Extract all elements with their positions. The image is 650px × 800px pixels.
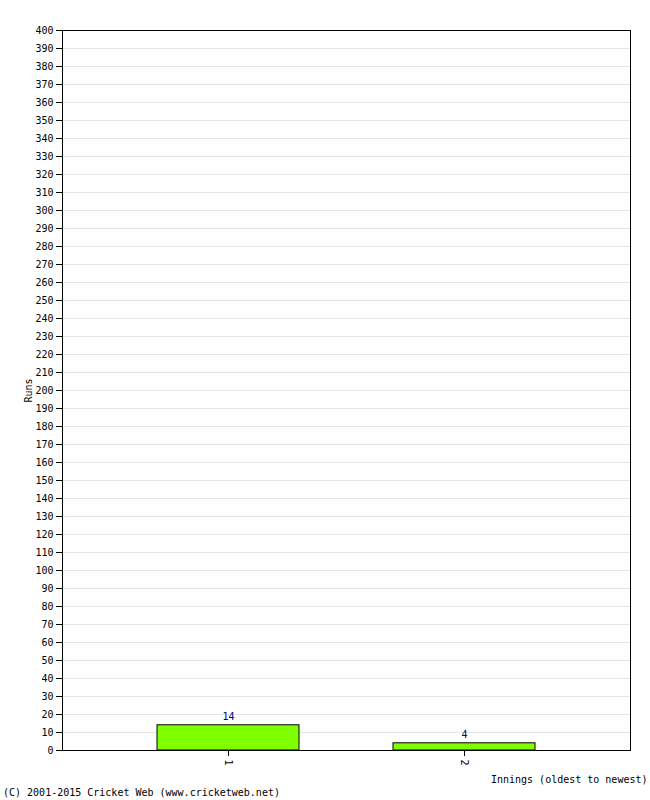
- svg-text:160: 160: [35, 457, 53, 468]
- svg-text:1: 1: [223, 760, 234, 766]
- svg-text:240: 240: [35, 313, 53, 324]
- svg-text:320: 320: [35, 169, 53, 180]
- html-text:(C) 2001-2015 Cricket Web (www: (C) 2001-2015 Cricket Web (www.cricketwe…: [3, 787, 280, 798]
- svg-text:40: 40: [41, 673, 53, 684]
- svg-text:310: 310: [35, 187, 53, 198]
- svg-text:360: 360: [35, 97, 53, 108]
- svg-text:60: 60: [41, 637, 53, 648]
- svg-text:180: 180: [35, 421, 53, 432]
- svg-text:210: 210: [35, 367, 53, 378]
- svg-text:2: 2: [459, 760, 470, 766]
- svg-text:170: 170: [35, 439, 53, 450]
- svg-text:4: 4: [461, 729, 467, 740]
- svg-text:100: 100: [35, 565, 53, 576]
- svg-text:250: 250: [35, 295, 53, 306]
- svg-text:260: 260: [35, 277, 53, 288]
- svg-text:270: 270: [35, 259, 53, 270]
- svg-text:30: 30: [41, 691, 53, 702]
- svg-text:50: 50: [41, 655, 53, 666]
- svg-text:200: 200: [35, 385, 53, 396]
- svg-text:220: 220: [35, 349, 53, 360]
- svg-text:190: 190: [35, 403, 53, 414]
- svg-text:120: 120: [35, 529, 53, 540]
- svg-text:290: 290: [35, 223, 53, 234]
- svg-text:340: 340: [35, 133, 53, 144]
- svg-text:400: 400: [35, 25, 53, 36]
- svg-text:330: 330: [35, 151, 53, 162]
- svg-text:370: 370: [35, 79, 53, 90]
- svg-text:300: 300: [35, 205, 53, 216]
- svg-text:90: 90: [41, 583, 53, 594]
- svg-text:140: 140: [35, 493, 53, 504]
- svg-text:Innings (oldest to newest): Innings (oldest to newest): [491, 774, 648, 785]
- svg-text:150: 150: [35, 475, 53, 486]
- svg-text:10: 10: [41, 727, 53, 738]
- svg-text:Runs: Runs: [23, 378, 34, 402]
- svg-text:380: 380: [35, 61, 53, 72]
- svg-text:280: 280: [35, 241, 53, 252]
- svg-text:350: 350: [35, 115, 53, 126]
- svg-text:0: 0: [47, 745, 53, 756]
- svg-text:230: 230: [35, 331, 53, 342]
- svg-text:130: 130: [35, 511, 53, 522]
- svg-text:14: 14: [222, 711, 234, 722]
- svg-text:110: 110: [35, 547, 53, 558]
- svg-text:70: 70: [41, 619, 53, 630]
- svg-text:20: 20: [41, 709, 53, 720]
- svg-text:390: 390: [35, 43, 53, 54]
- svg-text:80: 80: [41, 601, 53, 612]
